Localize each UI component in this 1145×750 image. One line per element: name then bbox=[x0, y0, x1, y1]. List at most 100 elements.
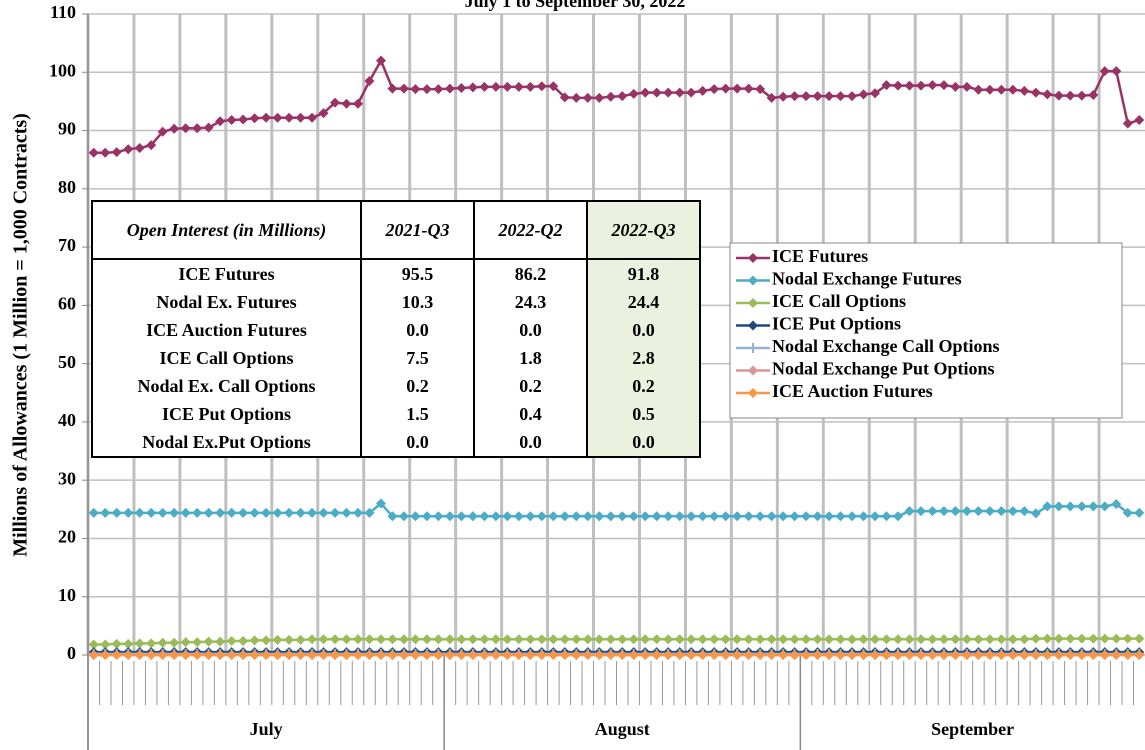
point-marker bbox=[307, 634, 318, 645]
point-marker bbox=[663, 87, 674, 98]
point-marker bbox=[1099, 501, 1110, 512]
point-marker bbox=[1065, 650, 1076, 660]
point-marker bbox=[640, 87, 651, 98]
point-marker bbox=[88, 650, 99, 660]
point-marker bbox=[502, 511, 513, 522]
point-marker bbox=[169, 507, 180, 518]
point-marker bbox=[272, 112, 283, 123]
point-marker bbox=[238, 650, 249, 660]
table-row: ICE Call Options 7.5 1.8 2.8 bbox=[91, 344, 701, 372]
point-marker bbox=[1065, 501, 1076, 512]
point-marker bbox=[927, 634, 938, 645]
table-row: Nodal Ex.Put Options 0.0 0.0 0.0 bbox=[91, 428, 701, 458]
point-marker bbox=[1007, 506, 1018, 517]
point-marker bbox=[628, 511, 639, 522]
point-marker bbox=[582, 92, 593, 103]
point-marker bbox=[502, 634, 513, 645]
point-marker bbox=[490, 650, 501, 660]
point-marker bbox=[1111, 650, 1122, 660]
point-marker bbox=[594, 650, 605, 660]
point-marker bbox=[295, 112, 306, 123]
point-marker bbox=[146, 507, 157, 518]
point-marker bbox=[157, 507, 168, 518]
point-marker bbox=[123, 144, 134, 155]
point-marker bbox=[1122, 650, 1133, 660]
point-marker bbox=[1134, 650, 1145, 660]
point-marker bbox=[651, 634, 662, 645]
point-marker bbox=[950, 634, 961, 645]
point-marker bbox=[410, 634, 421, 645]
point-marker bbox=[444, 83, 455, 94]
point-marker bbox=[387, 83, 398, 94]
point-marker bbox=[387, 650, 398, 660]
legend-label: ICE Futures bbox=[772, 246, 868, 266]
point-marker bbox=[1111, 499, 1122, 510]
point-marker bbox=[375, 650, 386, 660]
point-marker bbox=[1122, 507, 1133, 518]
point-marker bbox=[157, 637, 168, 648]
table-cell: 10.3 bbox=[360, 288, 475, 316]
point-marker bbox=[341, 98, 352, 109]
point-marker bbox=[961, 506, 972, 517]
point-marker bbox=[755, 634, 766, 645]
header-cell: 2021-Q3 bbox=[360, 200, 475, 260]
point-marker bbox=[525, 511, 536, 522]
point-marker bbox=[352, 98, 363, 109]
point-marker bbox=[215, 116, 226, 127]
header-cell: 2022-Q3 bbox=[586, 200, 701, 260]
point-marker bbox=[1076, 90, 1087, 101]
table-cell: 0.2 bbox=[360, 372, 475, 400]
point-marker bbox=[973, 84, 984, 95]
point-marker bbox=[284, 112, 295, 123]
point-marker bbox=[559, 650, 570, 660]
point-marker bbox=[433, 634, 444, 645]
point-marker bbox=[617, 650, 628, 660]
table-cell: Nodal Ex. Futures bbox=[91, 288, 362, 316]
point-marker bbox=[1053, 633, 1064, 644]
point-marker bbox=[938, 650, 949, 660]
legend-marker bbox=[748, 388, 758, 398]
point-marker bbox=[1030, 87, 1041, 98]
point-marker bbox=[261, 507, 272, 518]
point-marker bbox=[192, 507, 203, 518]
legend-marker bbox=[748, 320, 758, 331]
point-marker bbox=[628, 634, 639, 645]
point-marker bbox=[226, 650, 237, 660]
table-cell: 95.5 bbox=[360, 259, 475, 288]
point-marker bbox=[686, 87, 697, 98]
point-marker bbox=[674, 87, 685, 98]
point-marker bbox=[490, 634, 501, 645]
x-group-label: August bbox=[595, 719, 650, 739]
point-marker bbox=[433, 650, 444, 660]
point-marker bbox=[111, 147, 122, 158]
point-marker bbox=[421, 650, 432, 660]
point-marker bbox=[984, 84, 995, 95]
point-marker bbox=[640, 511, 651, 522]
point-marker bbox=[192, 637, 203, 648]
point-marker bbox=[1030, 650, 1041, 660]
table-row: ICE Auction Futures 0.0 0.0 0.0 bbox=[91, 316, 701, 344]
point-marker bbox=[398, 511, 409, 522]
point-marker bbox=[1053, 650, 1064, 660]
point-marker bbox=[789, 650, 800, 660]
point-marker bbox=[467, 650, 478, 660]
point-marker bbox=[605, 650, 616, 660]
table-cell: 0.2 bbox=[586, 372, 701, 400]
point-marker bbox=[261, 635, 272, 646]
point-marker bbox=[421, 634, 432, 645]
point-marker bbox=[881, 650, 892, 660]
point-marker bbox=[1088, 650, 1099, 660]
y-tick-label: 80 bbox=[58, 177, 76, 197]
point-marker bbox=[456, 650, 467, 660]
point-marker bbox=[789, 91, 800, 102]
point-marker bbox=[938, 634, 949, 645]
point-marker bbox=[605, 634, 616, 645]
point-marker bbox=[812, 634, 823, 645]
point-marker bbox=[238, 636, 249, 647]
point-marker bbox=[732, 634, 743, 645]
point-marker bbox=[1076, 650, 1087, 660]
point-marker bbox=[766, 634, 777, 645]
point-marker bbox=[824, 650, 835, 660]
open-interest-table: Open Interest (in Millions) 2021-Q3 2022-Q… bbox=[91, 200, 701, 458]
